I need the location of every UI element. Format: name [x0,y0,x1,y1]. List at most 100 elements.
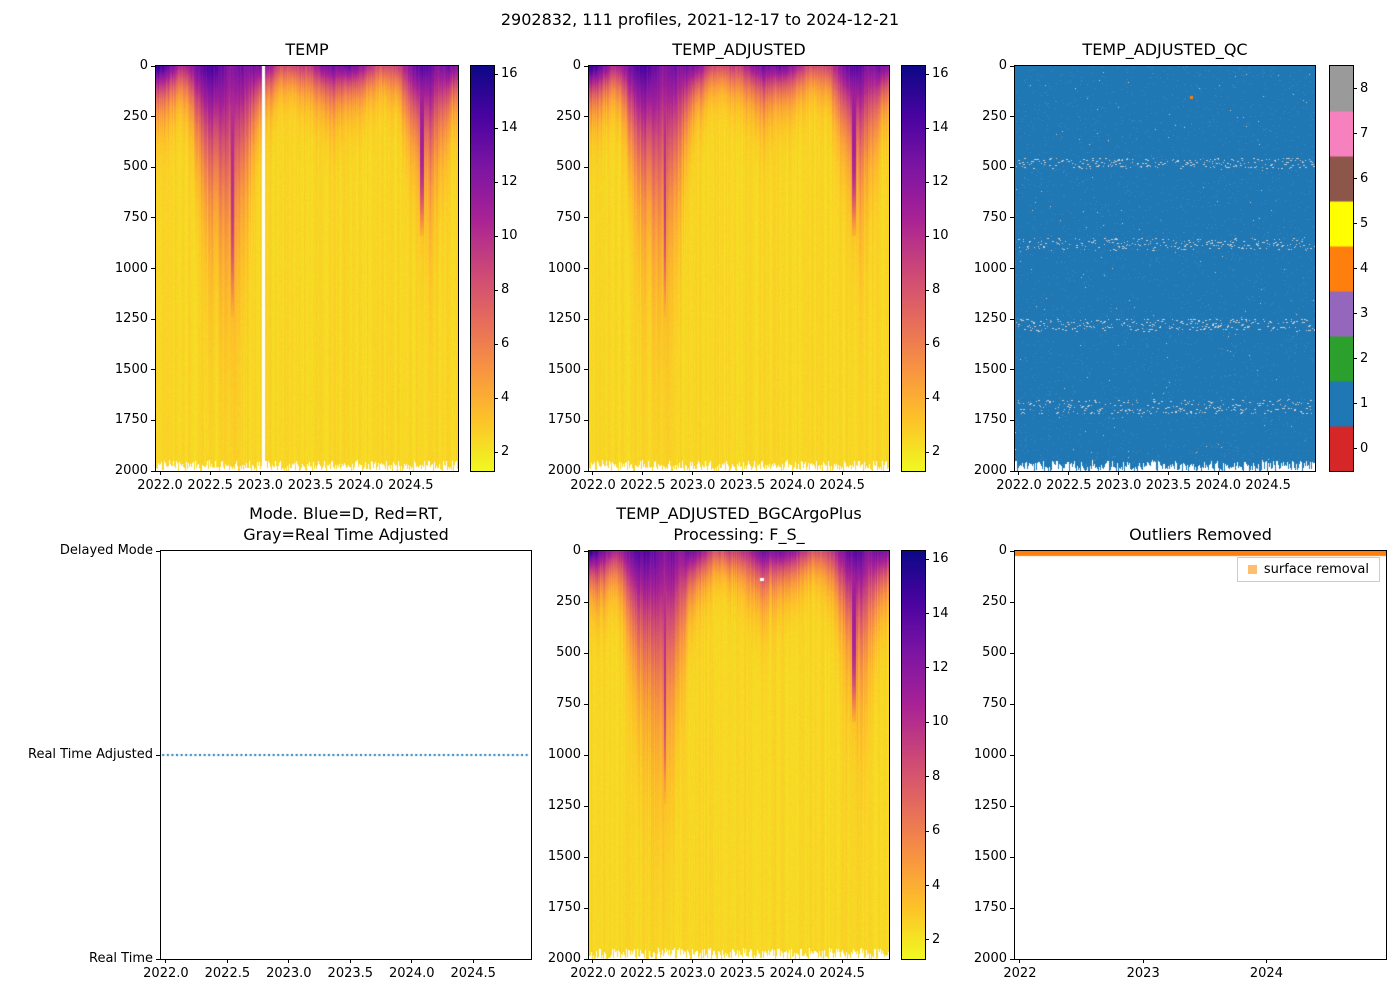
colorbar-tick-label: 8 [932,282,941,298]
y-tick-label: 1000 [114,260,148,276]
x-tick-mark [642,959,644,963]
x-tick-mark [841,471,843,475]
y-tick-mark [584,652,588,654]
x-tick-label: 2024.0 [769,966,816,981]
y-tick-mark [584,754,588,756]
colorbar-tick-mark [494,343,498,345]
colorbar-tick-mark [925,343,929,345]
colorbar-tick-mark [494,127,498,129]
x-tick-label: 2022.5 [1046,478,1092,493]
x-tick-mark [288,959,290,963]
y-tick-label: 1500 [547,361,581,377]
mode-line-chart [161,551,531,959]
y-tick-mark [156,550,160,552]
x-tick-mark [841,959,843,963]
colorbar-tick-mark [925,397,929,399]
y-tick-mark [151,166,155,168]
y-tick-label: 500 [556,645,581,660]
x-tick-mark [592,471,594,475]
y-tick-label: 1250 [547,311,581,327]
colorbar-tick-mark [925,289,929,291]
y-tick-label: Real Time [89,951,153,966]
subplot-outliers-title: Outliers Removed [1129,525,1272,545]
x-tick-label: 2024.5 [1245,478,1291,493]
x-tick-mark [1019,959,1021,963]
colorbar-tick-mark [925,73,929,75]
colorbar-tick-label: 2 [1360,350,1369,366]
y-tick-mark [1010,652,1014,654]
x-tick-mark [592,959,594,963]
colorbar-tick-label: 2 [932,444,941,460]
colorbar-tick-label: 8 [1360,80,1369,96]
y-tick-label: 750 [982,209,1007,225]
y-tick-mark [151,470,155,472]
colorbar-tick-label: 6 [501,336,510,352]
subplot-temp-adjusted: TEMP_ADJUSTED 2022.0 2022.5 2023.0 2023.5 20… [548,40,890,493]
y-tick-mark [584,65,588,67]
y-tick-mark [151,419,155,421]
colorbar-tick-mark [494,235,498,237]
colorbar-tick-label: 6 [1360,170,1369,186]
y-tick-mark [1010,268,1014,269]
colorbar-tick-label: 2 [501,444,510,460]
x-tick-label: 2023.0 [237,478,284,493]
colorbar-tick-mark [1353,358,1357,359]
x-tick-mark [1142,959,1144,963]
colorbar-tick-label: 4 [932,877,941,893]
subplot-temp-adjusted-title: TEMP_ADJUSTED [672,40,806,60]
colorbar-tick-label: 1 [1360,395,1369,411]
y-tick-mark [1010,550,1014,552]
y-tick-mark [151,268,155,269]
y-tick-label: 0 [139,58,148,73]
y-tick-mark [1010,116,1014,118]
y-tick-mark [584,470,588,472]
x-tick-mark [360,471,362,475]
colorbar-tick-mark [925,776,929,778]
colorbar-tick-label: 10 [932,228,949,244]
y-tick-label: 250 [982,594,1007,609]
colorbar-tick-label: 12 [932,659,949,675]
x-tick-mark [410,471,412,475]
x-tick-mark [411,959,413,963]
y-tick-label: 500 [982,159,1007,175]
x-tick-label: 2023.5 [719,478,766,493]
x-tick-label: 2024.0 [337,478,384,493]
x-tick-label: 2022.0 [996,478,1042,493]
y-tick-mark [1010,907,1014,909]
x-tick-label: 2024.5 [819,966,865,981]
x-tick-label: 2022.5 [620,478,666,493]
y-tick-mark [584,958,588,960]
x-tick-label: 2023.0 [1095,478,1142,493]
y-tick-label: 1250 [973,798,1007,813]
bgc-colorbar-gradient [902,551,925,959]
y-tick-mark [1010,217,1014,219]
y-tick-label: 250 [123,108,148,124]
y-tick-mark [1010,805,1014,807]
x-tick-label: 2024.0 [1195,478,1242,493]
y-tick-label: 2000 [547,951,581,966]
x-tick-mark [1118,471,1120,475]
y-tick-mark [584,318,588,320]
y-tick-label: 500 [556,159,581,175]
y-tick-label: 500 [123,159,148,175]
x-tick-label: 2022.5 [187,478,233,493]
colorbar-tick-label: 8 [932,768,941,784]
colorbar-tick-mark [494,181,498,183]
y-tick-mark [151,217,155,219]
y-tick-label: 1750 [114,412,148,428]
y-tick-label: 1000 [973,747,1007,762]
colorbar-tick-mark [1353,223,1357,224]
y-tick-label: 2000 [973,463,1007,478]
x-tick-label: 2023 [1126,966,1160,981]
x-tick-mark [692,471,694,475]
x-tick-mark [692,959,694,963]
y-tick-label: 1000 [973,260,1007,276]
colorbar-tick-label: 12 [932,174,949,190]
colorbar-tick-mark [1353,403,1357,404]
temp-colorbar: 2 4 6 8 10 12 14 16 [470,65,518,472]
colorbar-tick-label: 8 [501,282,510,298]
x-tick-label: 2022.0 [570,966,616,981]
subplot-mode: Mode. Blue=D, Red=RT, Gray=Real Time Adj… [28,504,532,981]
y-tick-mark [156,958,160,960]
